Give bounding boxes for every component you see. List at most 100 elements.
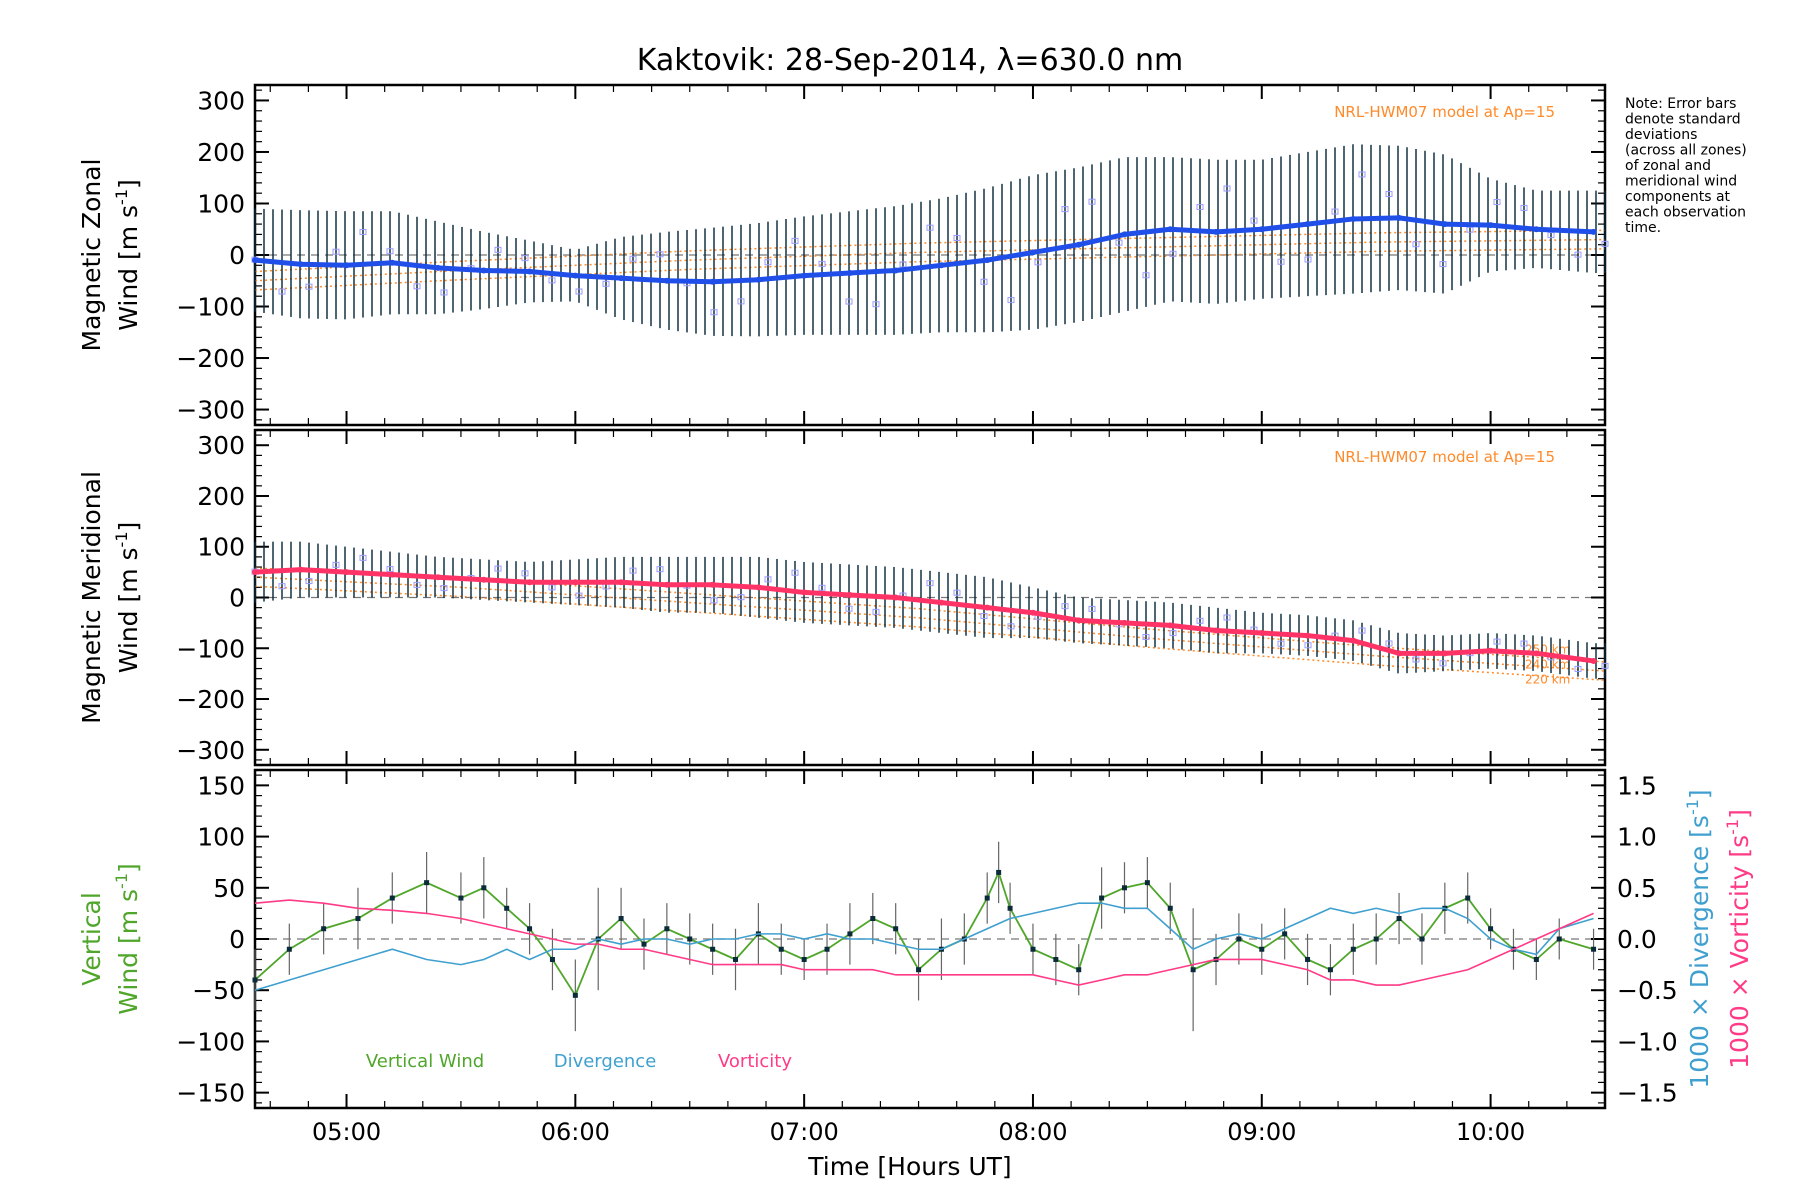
scatter-point — [1250, 217, 1258, 224]
series-point — [618, 275, 625, 282]
vertical-point — [1350, 946, 1356, 952]
model-line — [254, 229, 1606, 273]
series-point — [1304, 632, 1311, 639]
series-point — [1121, 619, 1128, 626]
note-line: denote standard — [1625, 112, 1741, 128]
series-point — [1075, 617, 1082, 624]
vertical-point — [355, 916, 361, 922]
series-point — [984, 604, 991, 611]
series-point — [801, 589, 808, 596]
vertical-point — [801, 956, 807, 962]
series-point — [755, 584, 762, 591]
series-point — [1213, 228, 1220, 235]
series-point — [846, 591, 853, 598]
series-point — [1075, 241, 1082, 248]
vertical-point — [252, 977, 258, 983]
series-point — [526, 268, 533, 275]
scatter-point — [818, 584, 826, 591]
vertical-point — [984, 895, 990, 901]
y-tick-label: 300 — [197, 431, 245, 460]
series-point — [846, 270, 853, 277]
series-point — [663, 581, 670, 588]
vertical-point — [778, 946, 784, 952]
scatter-point — [521, 570, 529, 577]
vertical-point — [1488, 926, 1494, 932]
scatter-point — [980, 613, 988, 620]
panel-meridional: 300 200 100 0 −100 −200 −300 Magnetic Meridiona… — [77, 428, 1609, 767]
y-tick-label: −300 — [176, 736, 245, 765]
series-point — [1441, 221, 1448, 228]
y-tick-label: 150 — [197, 771, 245, 800]
scatter-point — [1169, 250, 1177, 257]
x-tick-label: 09:00 — [1227, 1118, 1296, 1146]
legend-item: Divergence — [554, 1051, 657, 1072]
series-point — [480, 267, 487, 274]
vertical-point — [641, 941, 647, 947]
scatter-point — [1574, 665, 1582, 672]
note-line: meridional wind — [1625, 174, 1737, 190]
series-point — [1213, 627, 1220, 634]
scatter-point — [791, 237, 799, 244]
series-point — [1167, 622, 1174, 629]
scatter-point — [440, 289, 448, 296]
scatter-point — [305, 283, 313, 290]
right-tick-label: 1.0 — [1617, 823, 1657, 852]
scatter-point — [764, 576, 772, 583]
scatter-point — [305, 578, 313, 585]
scatter-point — [1439, 261, 1447, 268]
series-point — [1533, 650, 1540, 657]
vertical-point — [1190, 967, 1196, 973]
series-point — [1258, 630, 1265, 637]
divergence-axis-label: 1000 × Divergence [s-1] — [1683, 789, 1714, 1088]
scatter-point — [359, 554, 367, 561]
note-line: (across all zones) — [1625, 143, 1747, 159]
y-axis-label-units: Wind [m s-1] — [112, 863, 143, 1015]
y-tick-label: −100 — [176, 293, 245, 322]
y-tick-label: −200 — [176, 685, 245, 714]
vertical-point — [1236, 936, 1242, 942]
scatter-point — [1520, 204, 1528, 211]
y-tick-label: 0 — [229, 584, 245, 613]
scatter-point — [575, 592, 583, 599]
vorticity-axis-label: 1000 × Vorticity [s-1] — [1723, 809, 1754, 1069]
y-tick-label: 200 — [197, 138, 245, 167]
series-point — [343, 569, 350, 576]
x-tick-label: 06:00 — [541, 1118, 610, 1146]
series-point — [297, 261, 304, 268]
scatter-point — [359, 228, 367, 235]
series-point — [1029, 609, 1036, 616]
y-axis-label: Vertical — [77, 892, 106, 986]
series-point — [1304, 221, 1311, 228]
vertical-point — [1099, 895, 1105, 901]
series-point — [297, 566, 304, 573]
x-axis: 05:00 06:00 07:00 08:00 09:00 10:00 — [312, 1118, 1525, 1146]
scatter-point — [1142, 633, 1150, 640]
scatter-point — [980, 278, 988, 285]
series-point — [709, 581, 716, 588]
series-point — [801, 272, 808, 279]
scatter-point — [1547, 232, 1555, 239]
scatter-point — [629, 255, 637, 262]
series-point — [1533, 226, 1540, 233]
vertical-point — [687, 936, 693, 942]
y-tick-label: −100 — [176, 634, 245, 663]
series-line-vertical-wind — [254, 869, 1594, 998]
scatter-point — [1601, 662, 1609, 669]
scatter-point — [332, 561, 340, 568]
series-point — [1590, 657, 1597, 664]
series-point — [1029, 249, 1036, 256]
scatter-point — [1601, 240, 1609, 247]
series-line-divergence — [254, 902, 1594, 991]
scatter-point — [332, 248, 340, 255]
scatter-point — [1358, 627, 1366, 634]
scatter-point — [386, 566, 394, 573]
model-label: NRL-HWM07 model at Ap=15 — [1334, 103, 1555, 121]
model-height-label: 220 km — [1525, 672, 1570, 686]
scatter-point — [1385, 191, 1393, 198]
scatter-point — [1007, 623, 1015, 630]
scatter-point — [1223, 185, 1231, 192]
series-point — [572, 579, 579, 586]
scatter-point — [1412, 241, 1420, 248]
